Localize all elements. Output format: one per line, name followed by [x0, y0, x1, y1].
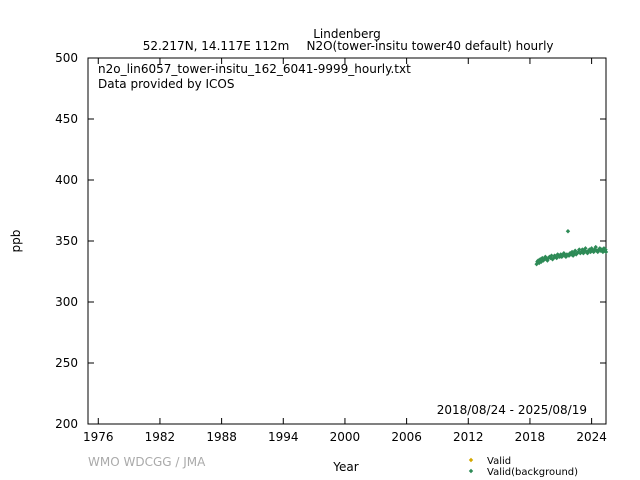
data-point-valid-background [567, 251, 573, 256]
data-point-valid-background [540, 255, 545, 261]
data-point-valid-background [593, 244, 598, 250]
legend: Valid Valid(background) [468, 456, 578, 478]
data-point-valid-background [584, 249, 589, 255]
data-point-valid-background [579, 249, 584, 255]
x-tick-label: 2012 [453, 430, 484, 444]
x-tick-label: 1982 [145, 430, 176, 444]
legend-marker-valid-background [468, 468, 474, 474]
x-axis: 1976 1982 1988 1994 2000 2006 2012 2018 2024 [83, 58, 607, 444]
data-point-valid-background [565, 229, 571, 234]
data-point-valid-background [603, 249, 609, 255]
legend-label-valid: Valid [487, 456, 511, 467]
data-point-valid-background [598, 248, 604, 253]
data-point-valid-background [589, 246, 594, 251]
data-point-valid-background [603, 247, 608, 252]
data-point-valid-background [595, 249, 600, 255]
plot-frame [87, 57, 607, 425]
data-point-valid-background [543, 254, 548, 260]
data-point-valid-background [570, 253, 576, 258]
annotation-provider: Data provided by ICOS [98, 77, 234, 91]
y-tick-label: 250 [55, 356, 78, 370]
data-point-valid-background [547, 254, 552, 260]
chart-subtitle-dataset: N2O(tower-insitu tower40 default) hourly [306, 39, 553, 53]
data-point-valid-background [597, 246, 603, 251]
x-tick-label: 2006 [391, 430, 422, 444]
data-point-valid-background [549, 253, 554, 258]
x-tick-label: 2024 [576, 430, 607, 444]
y-tick-label: 450 [55, 112, 78, 126]
data-point-valid-background [580, 247, 585, 252]
x-tick-label: 2000 [330, 430, 361, 444]
data-point-valid-background [586, 248, 591, 253]
y-tick-label: 350 [55, 234, 78, 248]
y-axis-label: ppb [9, 230, 23, 253]
data-point-valid-background [561, 251, 567, 256]
data-point-valid-background [556, 253, 561, 258]
watermark: WMO WDCGG / JMA [88, 455, 206, 469]
data-point-valid-background [569, 249, 575, 255]
y-axis: 200 250 300 350 400 450 500 [55, 51, 606, 431]
data-point-valid-background [583, 246, 588, 251]
x-axis-label: Year [332, 460, 358, 474]
chart-title: Lindenberg [313, 27, 381, 41]
data-point-valid-background [551, 255, 556, 261]
y-tick-label: 400 [55, 173, 78, 187]
data-point-valid-background [577, 247, 582, 252]
data-point-valid-background [588, 249, 593, 255]
legend-label-valid-background: Valid(background) [487, 467, 578, 478]
x-tick-label: 1994 [268, 430, 299, 444]
chart-subtitle-location: 52.217N, 14.117E 112m [143, 39, 290, 53]
x-tick-label: 1988 [206, 430, 237, 444]
date-range-label: 2018/08/24 - 2025/08/19 [437, 403, 587, 417]
y-tick-label: 500 [55, 51, 78, 65]
x-tick-label: 2018 [515, 430, 546, 444]
data-point-valid-background [558, 252, 563, 257]
data-point-valid-background [538, 257, 543, 262]
data-point-valid-background [575, 251, 580, 256]
data-point-valid-background [552, 253, 557, 258]
legend-marker-valid [468, 457, 474, 463]
y-tick-label: 200 [55, 417, 78, 431]
annotation-file: n2o_lin6057_tower-insitu_162_6041-9999_h… [98, 62, 411, 76]
x-tick-label: 1976 [83, 430, 114, 444]
data-points [534, 229, 609, 267]
y-tick-label: 300 [55, 295, 78, 309]
